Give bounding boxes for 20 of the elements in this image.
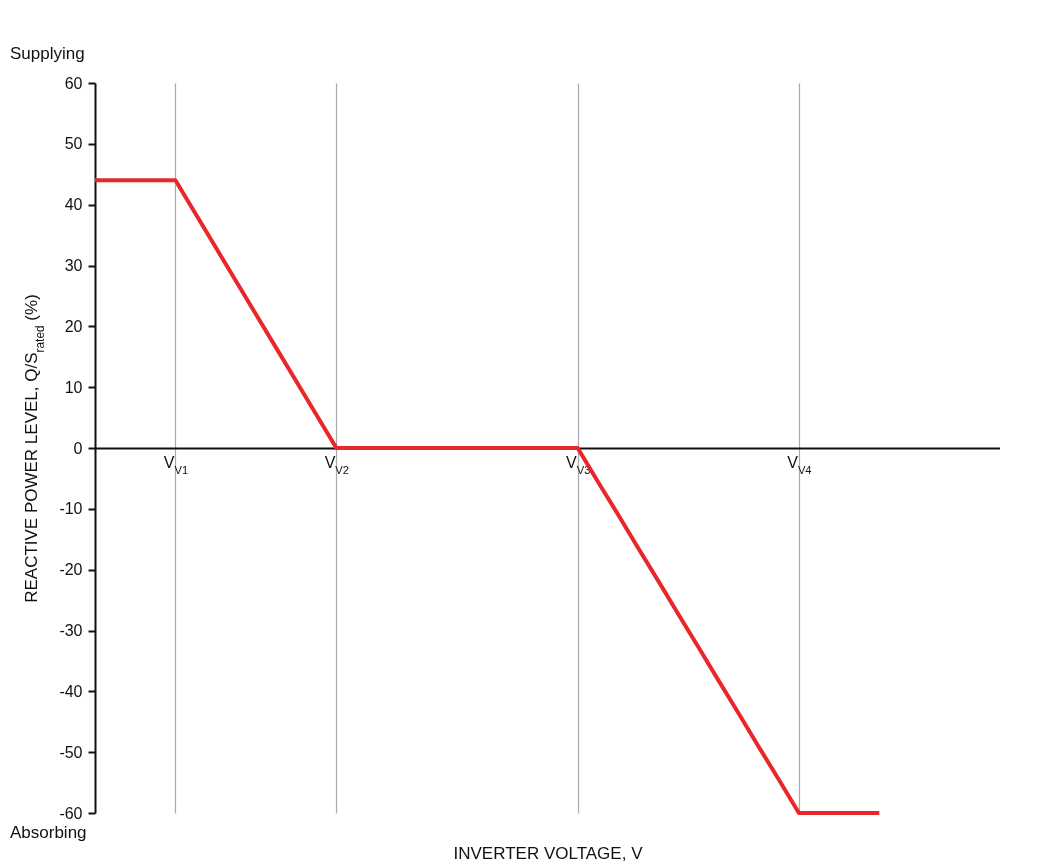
y-tick-label: -50 <box>59 743 83 761</box>
y-tick-label: -40 <box>59 682 83 700</box>
text: Supplying <box>10 44 85 63</box>
y-tick-label: 20 <box>64 317 83 335</box>
y-tick-label: 40 <box>64 196 83 214</box>
x-tick-label: V$_{V1}$ <box>163 453 189 476</box>
y-tick-label: -60 <box>59 804 83 822</box>
y-tick-label: 30 <box>64 257 83 274</box>
y-tick-label: -20 <box>59 561 83 579</box>
line-series <box>93 178 882 815</box>
y-tick-label: 60 <box>64 74 83 92</box>
x-tick-label: V$_{V2}$ <box>324 453 350 476</box>
y-tick-label: -30 <box>59 622 83 639</box>
y-tick-label: 10 <box>64 378 83 396</box>
x-tick-label: V$_{V4}$ <box>787 453 812 476</box>
y-tick-label: 0 <box>73 439 83 457</box>
x-axis-title: INVERTER VOLTAGE, V <box>453 843 644 863</box>
y-tick-label: -10 <box>59 500 83 518</box>
y-tick-label: 50 <box>64 135 83 153</box>
text: Absorbing <box>10 823 87 842</box>
